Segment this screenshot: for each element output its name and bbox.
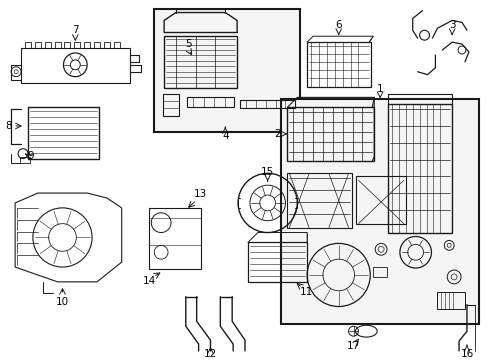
Text: 12: 12 (203, 349, 217, 359)
Bar (21, 48, 129, 82)
Text: 3: 3 (448, 21, 454, 30)
Bar (281, 99, 478, 324)
Bar (164, 36, 237, 87)
Text: 1: 1 (376, 85, 383, 94)
Text: 8: 8 (5, 121, 12, 131)
Bar (372, 267, 386, 277)
Text: 6: 6 (335, 21, 341, 30)
Text: 17: 17 (346, 341, 359, 351)
Text: 15: 15 (261, 167, 274, 177)
Text: 13: 13 (194, 189, 207, 199)
Bar (149, 208, 200, 269)
Text: 14: 14 (142, 276, 156, 286)
Bar (387, 104, 451, 233)
Bar (186, 97, 234, 107)
Text: 10: 10 (56, 297, 69, 307)
Bar (356, 176, 405, 224)
Text: 16: 16 (459, 349, 472, 359)
Bar (163, 94, 179, 116)
Text: 7: 7 (72, 25, 79, 35)
Text: 5: 5 (185, 39, 192, 49)
Bar (20, 157, 30, 163)
Bar (287, 173, 351, 228)
Bar (436, 292, 464, 310)
Bar (306, 42, 370, 86)
Bar (28, 107, 99, 158)
Bar (247, 242, 306, 282)
Text: 4: 4 (222, 131, 228, 141)
Text: 2: 2 (274, 129, 280, 139)
Text: 11: 11 (299, 287, 312, 297)
Bar (240, 100, 295, 108)
Bar (154, 9, 300, 132)
Text: 9: 9 (27, 150, 34, 161)
Bar (287, 107, 373, 162)
